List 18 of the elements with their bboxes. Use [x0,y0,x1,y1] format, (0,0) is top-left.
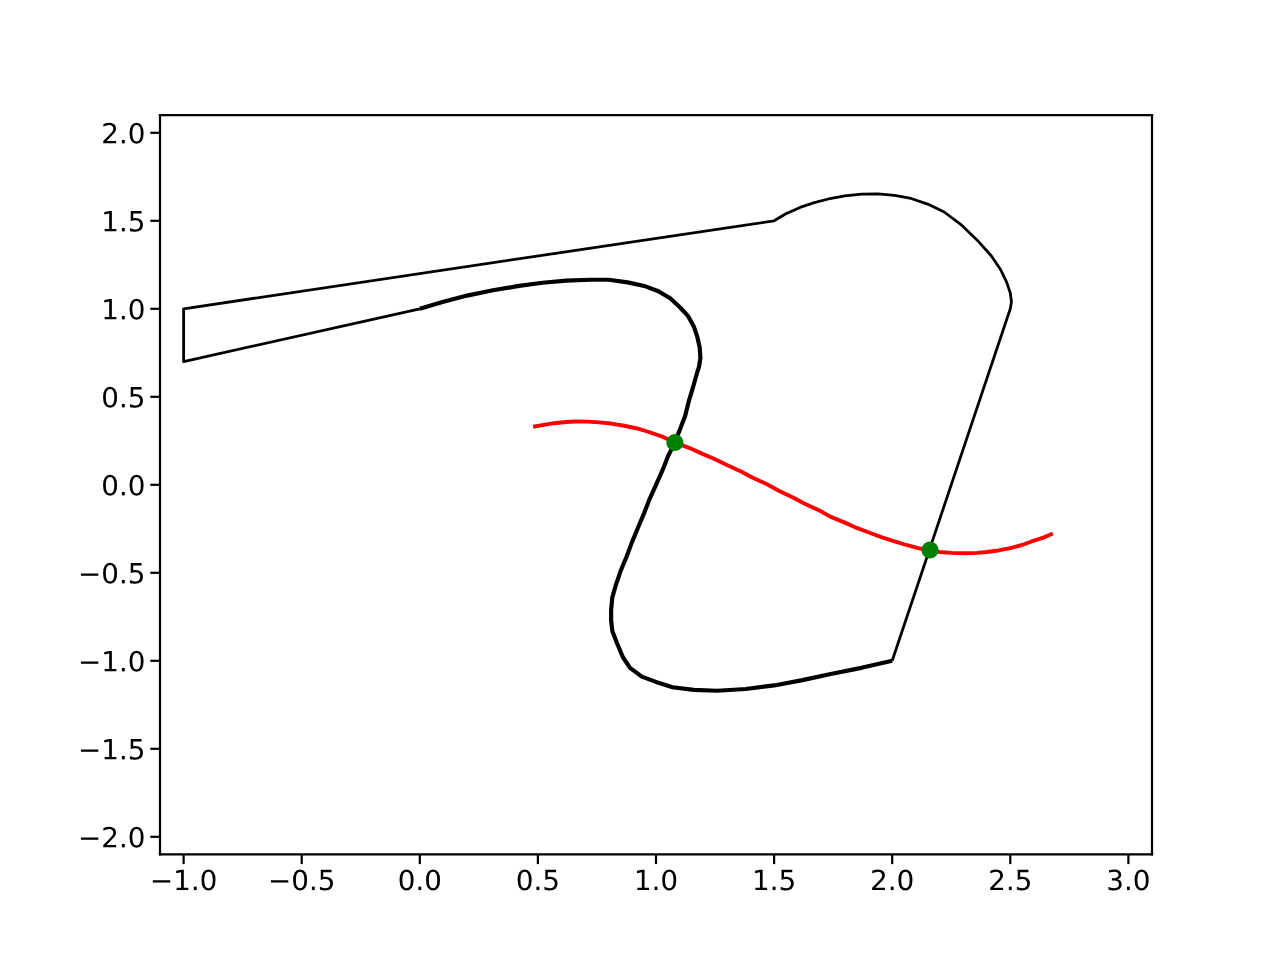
x-tick-label: 2.5 [990,869,1030,891]
x-tick-label: −1.0 [152,869,216,891]
x-tick-label: 2.0 [872,869,913,891]
x-tick-label: 1.0 [636,869,677,891]
x-tick-label: −0.5 [270,869,334,891]
y-tick-label: 2.0 [103,122,144,144]
y-tick-label: 0.0 [103,474,144,496]
x-tick-label: 0.0 [399,869,441,891]
y-tick-label: −2.0 [80,826,144,848]
y-tick-label: 1.5 [104,211,143,232]
y-tick-label: −0.5 [80,562,143,584]
y-tick-label: −1.0 [80,650,144,672]
y-tick-label: 1.0 [104,298,144,320]
x-tick-label: 0.5 [517,869,558,891]
y-tick-label: 0.5 [103,386,143,408]
x-tick-label: 1.5 [755,869,794,891]
x-tick-label: 3.0 [1108,869,1149,891]
y-tick-label: −1.5 [80,739,143,760]
